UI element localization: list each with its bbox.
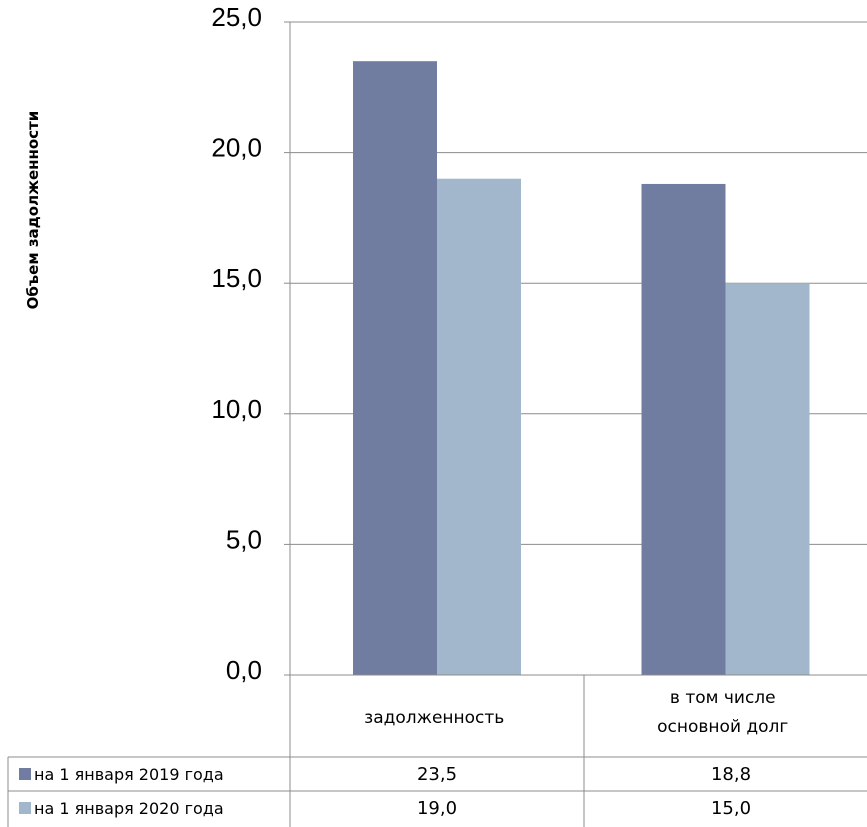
legend-label-2019: на 1 января 2019 года [34, 764, 224, 784]
table-cell-2019-debt: 23,5 [416, 763, 458, 785]
bar [641, 183, 726, 675]
table-cell-2020-principal: 15,0 [710, 797, 752, 819]
axes [284, 21, 291, 676]
table-cell-2020-debt: 19,0 [416, 797, 458, 819]
bar [725, 283, 810, 675]
y-tick-label: 5,0 [226, 524, 262, 554]
y-tick-label: 0,0 [226, 655, 262, 685]
legend-key-2020 [19, 802, 31, 814]
legend-entry-2020: на 1 января 2020 года [12, 793, 287, 823]
bar [437, 178, 521, 675]
y-tick-label: 25,0 [211, 2, 262, 32]
legend-label-2020: на 1 января 2020 года [34, 798, 224, 818]
y-tick-label: 10,0 [211, 394, 262, 424]
data-table-grid [7, 674, 867, 827]
table-cell-2019-principal: 18,8 [710, 763, 752, 785]
legend-entry-2019: на 1 января 2019 года [12, 759, 287, 789]
bar [353, 61, 437, 676]
y-axis-title-wrap: Объем задолженности [18, 0, 48, 420]
y-tick-label: 15,0 [211, 263, 262, 293]
legend-key-2019 [19, 768, 31, 780]
x-category-label: основной долг [657, 717, 788, 737]
y-tick-label: 20,0 [211, 133, 262, 163]
category-labels: задолженность в том числе основной долг [364, 688, 788, 737]
y-axis-title: Объем задолженности [24, 110, 42, 310]
x-category-label: задолженность [364, 708, 504, 728]
bars [353, 61, 810, 676]
x-category-label: в том числе [670, 688, 776, 708]
y-tick-labels: 0,0 5,0 10,0 15,0 20,0 25,0 [211, 2, 262, 685]
